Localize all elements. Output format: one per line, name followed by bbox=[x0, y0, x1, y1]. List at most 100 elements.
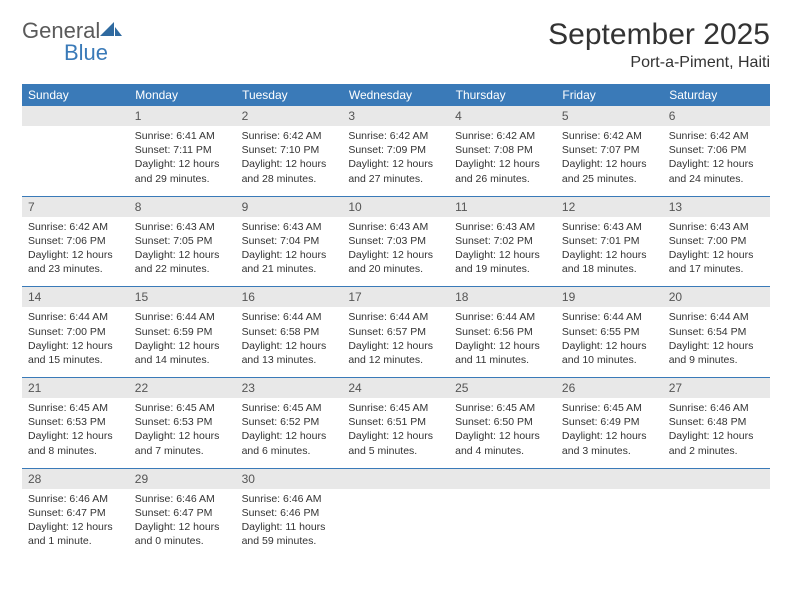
weekday-header: Sunday bbox=[22, 84, 129, 106]
daylight-line1: Daylight: 12 hours bbox=[28, 339, 123, 353]
sunrise: Sunrise: 6:42 AM bbox=[455, 129, 550, 143]
sunset: Sunset: 7:09 PM bbox=[348, 143, 443, 157]
daylight-line2: and 21 minutes. bbox=[242, 262, 337, 276]
calendar-cell: 13Sunrise: 6:43 AMSunset: 7:00 PMDayligh… bbox=[663, 196, 770, 287]
day-number: 26 bbox=[556, 378, 663, 398]
sunset: Sunset: 6:51 PM bbox=[348, 415, 443, 429]
sunrise: Sunrise: 6:42 AM bbox=[242, 129, 337, 143]
daylight-line2: and 13 minutes. bbox=[242, 353, 337, 367]
calendar-cell: 7Sunrise: 6:42 AMSunset: 7:06 PMDaylight… bbox=[22, 196, 129, 287]
day-number: 16 bbox=[236, 287, 343, 307]
sunrise: Sunrise: 6:46 AM bbox=[135, 492, 230, 506]
day-data: Sunrise: 6:45 AMSunset: 6:49 PMDaylight:… bbox=[556, 398, 663, 468]
title-block: September 2025 Port-a-Piment, Haiti bbox=[548, 18, 770, 72]
day-data: Sunrise: 6:43 AMSunset: 7:04 PMDaylight:… bbox=[236, 217, 343, 287]
calendar-cell: 22Sunrise: 6:45 AMSunset: 6:53 PMDayligh… bbox=[129, 378, 236, 469]
day-number: 21 bbox=[22, 378, 129, 398]
sunset: Sunset: 7:00 PM bbox=[28, 325, 123, 339]
calendar-cell: 14Sunrise: 6:44 AMSunset: 7:00 PMDayligh… bbox=[22, 287, 129, 378]
day-number bbox=[556, 469, 663, 489]
logo: General Blue bbox=[22, 18, 122, 66]
daylight-line2: and 18 minutes. bbox=[562, 262, 657, 276]
calendar-cell: 3Sunrise: 6:42 AMSunset: 7:09 PMDaylight… bbox=[342, 106, 449, 196]
daylight-line1: Daylight: 12 hours bbox=[455, 248, 550, 262]
sunrise: Sunrise: 6:45 AM bbox=[28, 401, 123, 415]
day-number: 20 bbox=[663, 287, 770, 307]
day-number: 12 bbox=[556, 197, 663, 217]
daylight-line2: and 17 minutes. bbox=[669, 262, 764, 276]
day-number: 28 bbox=[22, 469, 129, 489]
daylight-line1: Daylight: 12 hours bbox=[348, 157, 443, 171]
daylight-line1: Daylight: 12 hours bbox=[455, 157, 550, 171]
calendar-cell: 20Sunrise: 6:44 AMSunset: 6:54 PMDayligh… bbox=[663, 287, 770, 378]
daylight-line2: and 25 minutes. bbox=[562, 172, 657, 186]
day-data bbox=[22, 126, 129, 153]
daylight-line1: Daylight: 12 hours bbox=[562, 157, 657, 171]
calendar-row: 1Sunrise: 6:41 AMSunset: 7:11 PMDaylight… bbox=[22, 106, 770, 196]
day-data bbox=[556, 489, 663, 516]
sunrise: Sunrise: 6:44 AM bbox=[242, 310, 337, 324]
calendar-cell bbox=[449, 468, 556, 558]
daylight-line2: and 26 minutes. bbox=[455, 172, 550, 186]
day-number: 30 bbox=[236, 469, 343, 489]
calendar-cell: 8Sunrise: 6:43 AMSunset: 7:05 PMDaylight… bbox=[129, 196, 236, 287]
calendar-cell: 25Sunrise: 6:45 AMSunset: 6:50 PMDayligh… bbox=[449, 378, 556, 469]
day-number bbox=[449, 469, 556, 489]
day-number: 5 bbox=[556, 106, 663, 126]
day-number: 23 bbox=[236, 378, 343, 398]
sunset: Sunset: 6:56 PM bbox=[455, 325, 550, 339]
day-number: 4 bbox=[449, 106, 556, 126]
day-data: Sunrise: 6:44 AMSunset: 6:54 PMDaylight:… bbox=[663, 307, 770, 377]
sunrise: Sunrise: 6:45 AM bbox=[242, 401, 337, 415]
day-number: 25 bbox=[449, 378, 556, 398]
day-number: 15 bbox=[129, 287, 236, 307]
daylight-line1: Daylight: 12 hours bbox=[669, 339, 764, 353]
daylight-line2: and 8 minutes. bbox=[28, 444, 123, 458]
sunrise: Sunrise: 6:45 AM bbox=[562, 401, 657, 415]
daylight-line1: Daylight: 12 hours bbox=[669, 248, 764, 262]
sunset: Sunset: 6:55 PM bbox=[562, 325, 657, 339]
daylight-line1: Daylight: 12 hours bbox=[562, 248, 657, 262]
day-number bbox=[342, 469, 449, 489]
sunset: Sunset: 6:53 PM bbox=[28, 415, 123, 429]
day-data: Sunrise: 6:44 AMSunset: 6:55 PMDaylight:… bbox=[556, 307, 663, 377]
daylight-line2: and 4 minutes. bbox=[455, 444, 550, 458]
daylight-line2: and 19 minutes. bbox=[455, 262, 550, 276]
day-data: Sunrise: 6:42 AMSunset: 7:06 PMDaylight:… bbox=[663, 126, 770, 196]
calendar-cell: 4Sunrise: 6:42 AMSunset: 7:08 PMDaylight… bbox=[449, 106, 556, 196]
calendar-cell: 18Sunrise: 6:44 AMSunset: 6:56 PMDayligh… bbox=[449, 287, 556, 378]
calendar-table: Sunday Monday Tuesday Wednesday Thursday… bbox=[22, 84, 770, 558]
day-data bbox=[663, 489, 770, 516]
daylight-line2: and 24 minutes. bbox=[669, 172, 764, 186]
day-number bbox=[22, 106, 129, 126]
location: Port-a-Piment, Haiti bbox=[548, 54, 770, 72]
sunrise: Sunrise: 6:44 AM bbox=[348, 310, 443, 324]
day-number: 14 bbox=[22, 287, 129, 307]
day-data: Sunrise: 6:46 AMSunset: 6:47 PMDaylight:… bbox=[129, 489, 236, 559]
day-data bbox=[342, 489, 449, 516]
daylight-line2: and 59 minutes. bbox=[242, 534, 337, 548]
day-number: 17 bbox=[342, 287, 449, 307]
sunrise: Sunrise: 6:46 AM bbox=[669, 401, 764, 415]
calendar-cell: 15Sunrise: 6:44 AMSunset: 6:59 PMDayligh… bbox=[129, 287, 236, 378]
sunrise: Sunrise: 6:43 AM bbox=[348, 220, 443, 234]
sunset: Sunset: 7:10 PM bbox=[242, 143, 337, 157]
daylight-line2: and 28 minutes. bbox=[242, 172, 337, 186]
day-data: Sunrise: 6:43 AMSunset: 7:01 PMDaylight:… bbox=[556, 217, 663, 287]
calendar-cell bbox=[663, 468, 770, 558]
day-number: 22 bbox=[129, 378, 236, 398]
sunrise: Sunrise: 6:43 AM bbox=[242, 220, 337, 234]
sunset: Sunset: 7:07 PM bbox=[562, 143, 657, 157]
daylight-line1: Daylight: 12 hours bbox=[562, 339, 657, 353]
sunrise: Sunrise: 6:43 AM bbox=[669, 220, 764, 234]
daylight-line1: Daylight: 12 hours bbox=[242, 339, 337, 353]
daylight-line2: and 10 minutes. bbox=[562, 353, 657, 367]
daylight-line2: and 14 minutes. bbox=[135, 353, 230, 367]
day-data: Sunrise: 6:42 AMSunset: 7:08 PMDaylight:… bbox=[449, 126, 556, 196]
daylight-line1: Daylight: 12 hours bbox=[242, 429, 337, 443]
sunset: Sunset: 6:50 PM bbox=[455, 415, 550, 429]
sunrise: Sunrise: 6:44 AM bbox=[669, 310, 764, 324]
sunset: Sunset: 6:47 PM bbox=[135, 506, 230, 520]
sunset: Sunset: 6:47 PM bbox=[28, 506, 123, 520]
day-number: 24 bbox=[342, 378, 449, 398]
